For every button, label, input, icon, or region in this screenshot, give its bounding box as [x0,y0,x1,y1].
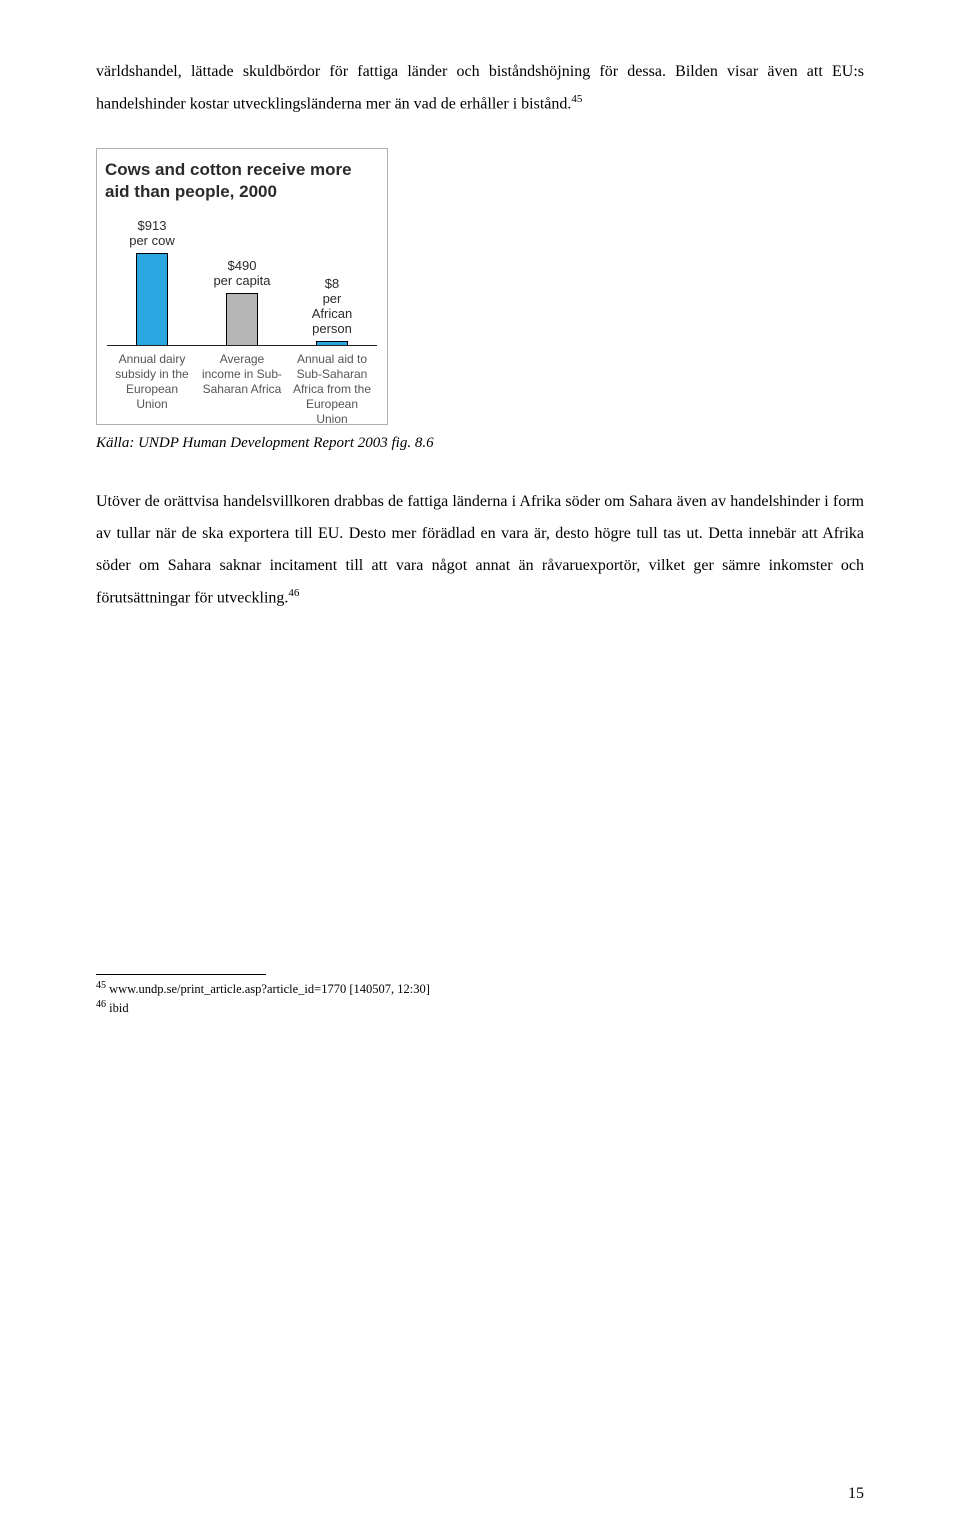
x-label-0: Annual dairy subsidy in the European Uni… [107,348,197,416]
bar-rect-0 [136,253,168,345]
bar-col-1: $490 per capita [197,259,287,345]
chart-caption: Källa: UNDP Human Development Report 200… [96,435,864,452]
x-label-1: Average income in Sub-Saharan Africa [197,348,287,416]
paragraph-1-super: 45 [571,93,582,105]
bar-value-1: $490 per capita [213,259,270,289]
footnote-45: 45 www.undp.se/print_article.asp?article… [96,979,864,998]
bar-rect-1 [226,293,258,345]
chart-box: Cows and cotton receive more aid than pe… [96,148,388,425]
x-label-2: Annual aid to Sub-Saharan Africa from th… [287,348,377,416]
bar-col-2: $8 per African person [287,277,377,345]
footnote-45-text: www.undp.se/print_article.asp?article_id… [106,982,430,996]
bar-rect-2 [316,341,348,345]
paragraph-2-text: Utöver de orättvisa handelsvillkoren dra… [96,493,864,606]
chart-title: Cows and cotton receive more aid than pe… [103,157,381,216]
bar-col-0: $913 per cow [107,219,197,345]
page-number: 15 [848,1485,864,1503]
footnote-45-num: 45 [96,980,106,991]
footnote-46-text: ibid [106,1001,129,1015]
paragraph-2: Utöver de orättvisa handelsvillkoren dra… [96,486,864,614]
footnote-rule [96,974,266,975]
paragraph-2-super: 46 [288,587,299,599]
x-labels: Annual dairy subsidy in the European Uni… [107,348,377,416]
footnote-46-num: 46 [96,999,106,1010]
bar-value-2: $8 per African person [312,277,352,337]
chart-area: $913 per cow $490 per capita $8 per Afri… [107,216,377,416]
footnote-46: 46 ibid [96,998,864,1017]
paragraph-1-text: världshandel, lättade skuldbördor för fa… [96,63,864,112]
bars-row: $913 per cow $490 per capita $8 per Afri… [107,216,377,346]
paragraph-1: världshandel, lättade skuldbördor för fa… [96,56,864,120]
bar-value-0: $913 per cow [129,219,175,249]
